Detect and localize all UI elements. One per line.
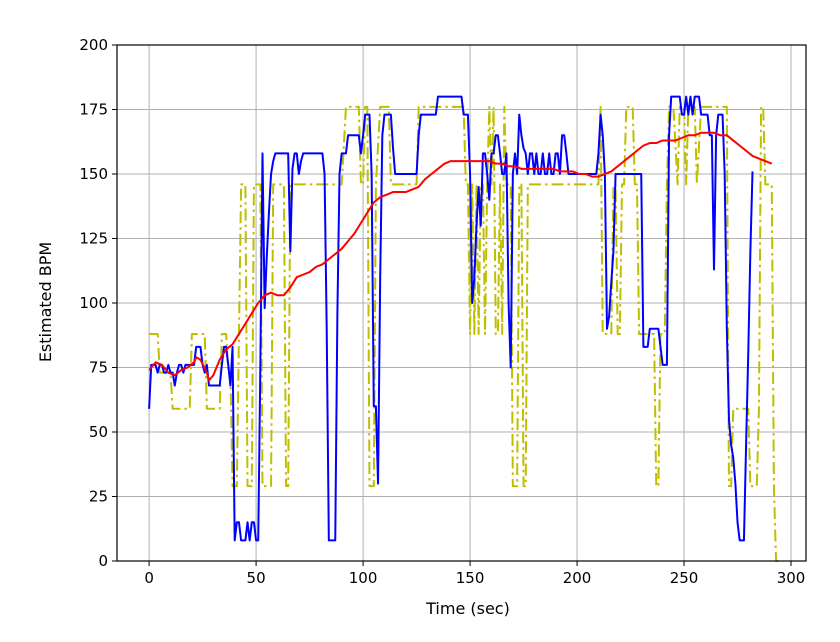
x-tick-label: 0	[144, 569, 154, 587]
y-tick-label: 25	[89, 488, 108, 506]
y-tick-label: 175	[79, 101, 108, 119]
y-tick-label: 125	[79, 230, 108, 248]
x-tick-label: 200	[563, 569, 592, 587]
x-tick-label: 150	[456, 569, 485, 587]
x-axis-ticks: 0 50 100 150 200 250 300	[144, 561, 805, 587]
series-line-1	[149, 105, 779, 562]
series-line-2	[148, 95, 754, 542]
series-layer	[148, 95, 779, 562]
y-axis-label: Estimated BPM	[36, 242, 55, 362]
y-tick-label: 100	[79, 294, 108, 312]
x-tick-label: 100	[349, 569, 378, 587]
x-tick-label: 300	[777, 569, 806, 587]
x-tick-label: 50	[247, 569, 266, 587]
y-tick-label: 200	[79, 36, 108, 54]
y-tick-label: 75	[89, 359, 108, 377]
y-axis-ticks: 0 25 50 75 100 125 150 175 200	[79, 36, 117, 570]
x-axis-label: Time (sec)	[425, 599, 510, 618]
x-tick-label: 250	[670, 569, 699, 587]
y-tick-label: 150	[79, 165, 108, 183]
y-tick-label: 50	[89, 423, 108, 441]
y-tick-label: 0	[98, 552, 108, 570]
series-line-3	[148, 131, 773, 382]
